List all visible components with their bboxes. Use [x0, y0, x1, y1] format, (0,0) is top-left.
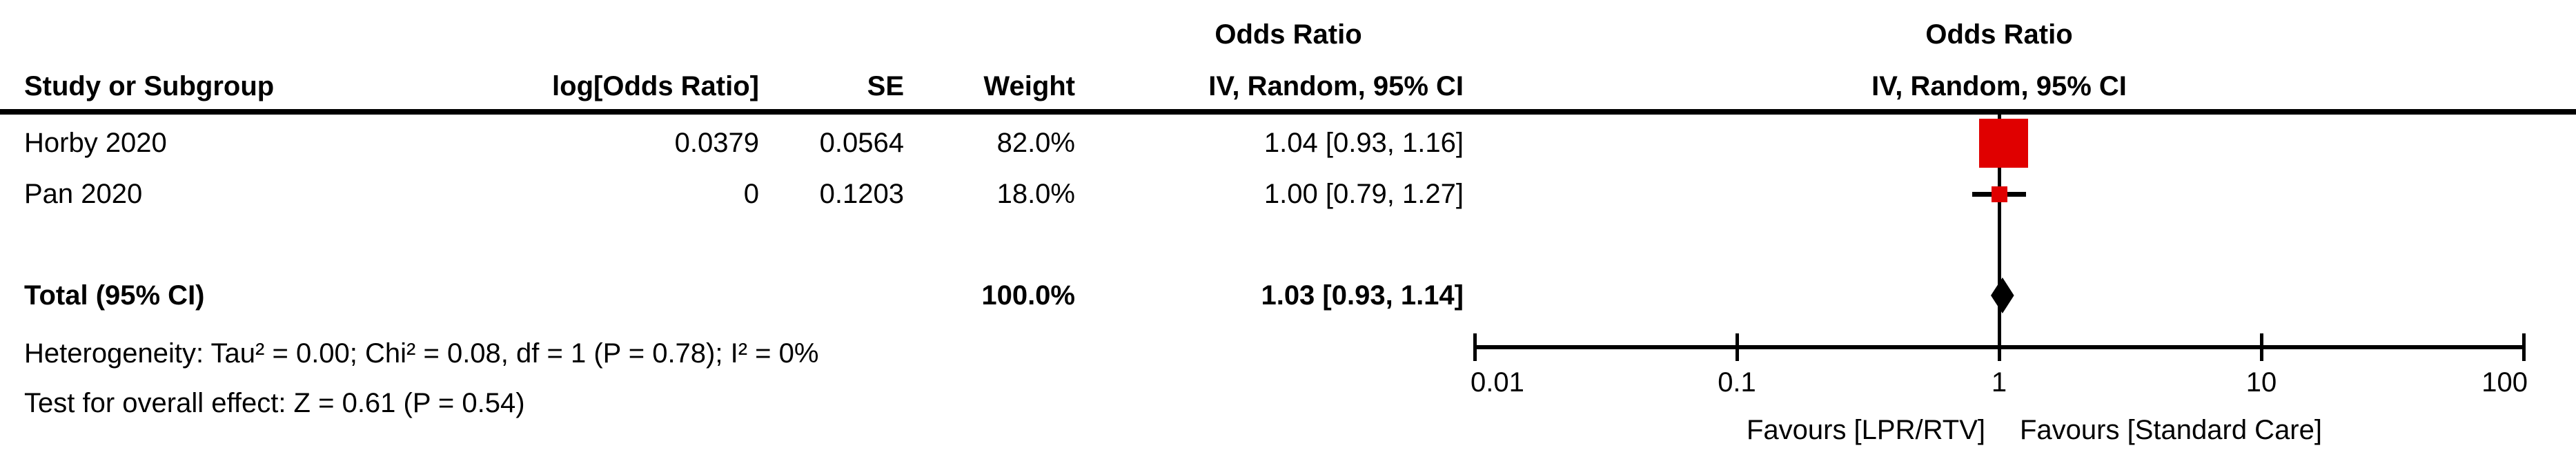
plot-effect-header: Odds Ratio: [1925, 19, 2073, 50]
estimate-ci-value: 1.04 [0.93, 1.16]: [1264, 128, 1464, 158]
pooled-diamond: [1991, 277, 2014, 313]
column-header-log-odds-ratio: log[Odds Ratio]: [552, 71, 759, 101]
weight-value: 18.0%: [996, 179, 1075, 209]
favours-left-label: Favours [LPR/RTV]: [1746, 415, 1985, 445]
column-header-study: Study or Subgroup: [24, 71, 275, 101]
tick-label: 1: [1991, 367, 2007, 398]
log-odds-ratio-value: 0: [743, 179, 759, 209]
plot-method-header: IV, Random, 95% CI: [1871, 71, 2127, 101]
null-line: [1997, 115, 2001, 349]
heterogeneity-stats: Heterogeneity: Tau² = 0.00; Chi² = 0.08,…: [24, 338, 819, 369]
study-label: Horby 2020: [24, 128, 167, 158]
column-header-weight: Weight: [983, 71, 1075, 101]
total-weight-value: 100.0%: [981, 280, 1075, 311]
tick-mark: [1997, 333, 2001, 361]
tick-label: 10: [2245, 367, 2277, 398]
study-marker: [1978, 118, 2028, 168]
favours-right-label: Favours [Standard Care]: [2020, 415, 2322, 445]
tick-label: 0.1: [1718, 367, 1756, 398]
tick-mark: [1735, 333, 1739, 361]
header-rule: [0, 109, 2576, 115]
se-value: 0.0564: [819, 128, 904, 158]
tick-mark: [2521, 333, 2526, 361]
study-label: Pan 2020: [24, 179, 143, 209]
overall-effect-stats: Test for overall effect: Z = 0.61 (P = 0…: [24, 388, 525, 418]
tick-mark: [1473, 333, 1477, 361]
total-label: Total (95% CI): [24, 280, 205, 311]
table-effect-header: Odds Ratio: [1215, 19, 1362, 50]
total-estimate-ci-value: 1.03 [0.93, 1.14]: [1261, 280, 1464, 311]
column-header-se: SE: [867, 71, 904, 101]
se-value: 0.1203: [819, 179, 904, 209]
estimate-ci-value: 1.00 [0.79, 1.27]: [1264, 179, 1464, 209]
tick-label: 0.01: [1471, 367, 1524, 398]
weight-value: 82.0%: [996, 128, 1075, 158]
log-odds-ratio-value: 0.0379: [674, 128, 759, 158]
column-header-ci-method: IV, Random, 95% CI: [1208, 71, 1464, 101]
study-marker: [1991, 186, 2007, 202]
tick-label: 100: [2481, 367, 2528, 398]
tick-mark: [2259, 333, 2263, 361]
